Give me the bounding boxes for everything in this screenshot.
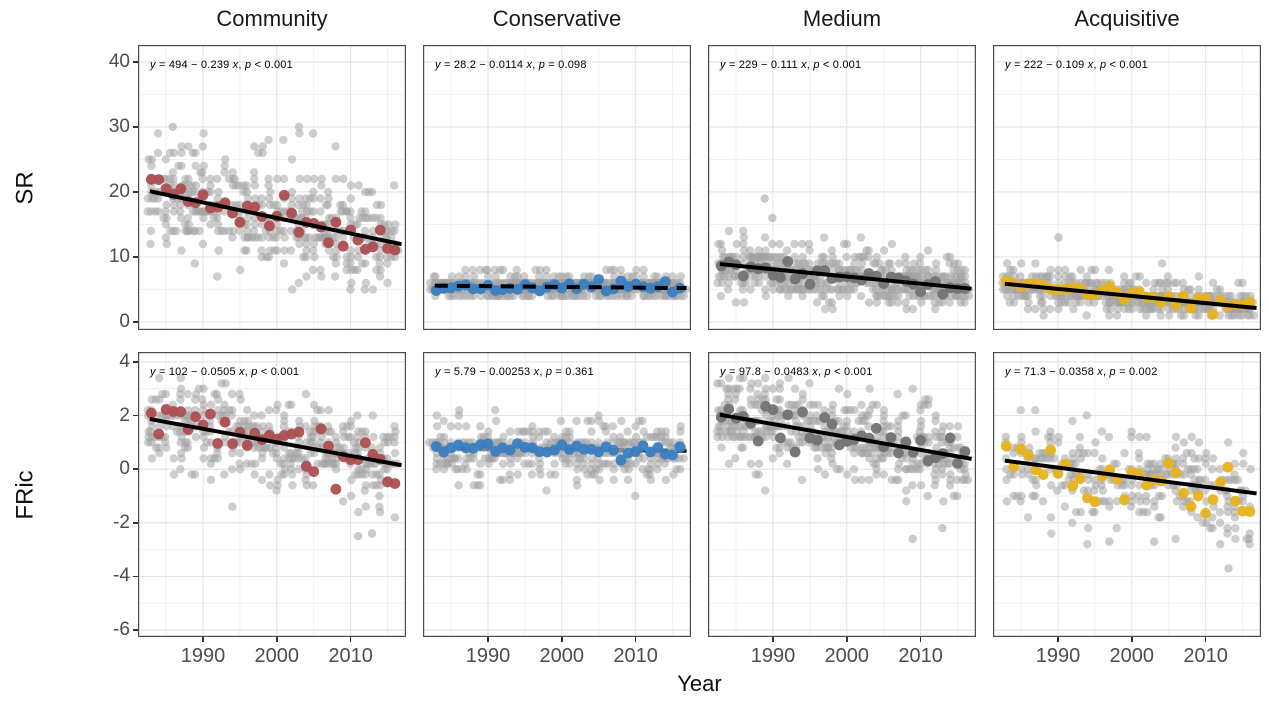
highlight-points <box>1000 440 1256 519</box>
x-tick-mark <box>634 637 637 642</box>
x-tick-mark <box>1204 637 1207 642</box>
x-tick-mark <box>276 637 278 642</box>
x-tick-label: 1990 <box>180 645 226 667</box>
x-tick-label: 1990 <box>465 645 511 667</box>
panel-svg <box>138 45 406 330</box>
x-tick-mark <box>919 637 922 642</box>
y-tick-label: 4 <box>119 350 130 372</box>
y-tick-label: -2 <box>113 511 130 533</box>
x-tick-label: 2010 <box>328 645 373 667</box>
facet-title-community: Community <box>216 6 328 31</box>
x-tick-label: 2010 <box>1183 645 1228 667</box>
highlight-points <box>430 438 686 466</box>
y-tick-mark <box>133 256 138 258</box>
x-tick-mark <box>561 637 563 642</box>
y-axis-title-sr-text: SR <box>12 170 39 205</box>
panel-SR-acquisitive <box>993 45 1261 330</box>
regression-line-solid <box>719 412 972 461</box>
panel-svg <box>993 352 1261 637</box>
x-tick-mark <box>1131 637 1133 642</box>
y-tick-mark <box>133 522 138 524</box>
equation-label-SR-community: y = 494 − 0.239 x, p < 0.001 <box>150 59 293 71</box>
panel-FRic-conservative <box>423 352 691 637</box>
panel-SR-medium <box>708 45 976 330</box>
panel-svg <box>708 45 976 330</box>
y-tick-mark <box>133 468 138 470</box>
y-tick-mark <box>133 191 138 193</box>
y-tick-label: -6 <box>113 619 130 641</box>
equation-label-FRic-conservative: y = 5.79 − 0.00253 x, p = 0.361 <box>435 366 594 378</box>
panel-svg <box>993 45 1261 330</box>
y-tick-mark <box>133 126 138 128</box>
y-axis-title-sr: SR <box>4 45 48 330</box>
panel-SR-community <box>138 45 406 330</box>
x-tick-mark <box>349 637 352 642</box>
facet-title-medium: Medium <box>802 6 882 31</box>
regression-line-solid <box>1004 458 1257 496</box>
equation-label-FRic-community: y = 102 − 0.0505 x, p < 0.001 <box>150 366 300 378</box>
grid-minor <box>423 352 691 637</box>
facet-title-acquisitive: Acquisitive <box>1074 6 1180 31</box>
y-tick-label: -4 <box>113 565 130 587</box>
equation-label-SR-medium: y = 229 − 0.111 x, p < 0.001 <box>720 59 862 71</box>
y-tick-label: 0 <box>119 458 130 480</box>
x-tick-label: 2000 <box>824 645 870 667</box>
x-tick-label: 1990 <box>1035 645 1081 667</box>
y-tick-label: 2 <box>119 404 130 426</box>
x-axis-title: Year <box>677 671 722 696</box>
panel-FRic-medium <box>708 352 976 637</box>
regression-line-solid <box>719 262 972 291</box>
regression-line-dashed <box>434 283 687 291</box>
equation-label-FRic-acquisitive: y = 71.3 − 0.0358 x, p = 0.002 <box>1005 366 1158 378</box>
y-tick-label: 40 <box>108 50 130 72</box>
y-tick-label: 0 <box>119 311 130 332</box>
facet-title-conservative: Conservative <box>492 6 622 31</box>
panel-FRic-community <box>138 352 406 637</box>
grid-major <box>708 45 976 330</box>
x-tick-mark <box>1057 637 1059 642</box>
panel-svg <box>423 352 691 637</box>
equation-label-FRic-medium: y = 97.8 − 0.0483 x, p < 0.001 <box>720 366 873 378</box>
y-tick-label: 20 <box>108 180 130 202</box>
x-tick-label: 2000 <box>539 645 585 667</box>
panel-svg <box>138 352 406 637</box>
x-tick-mark <box>772 637 774 642</box>
regression-line-solid <box>149 417 402 468</box>
panel-SR-conservative <box>423 45 691 330</box>
y-tick-mark <box>133 61 138 63</box>
x-tick-mark <box>846 637 848 642</box>
y-tick-mark <box>133 629 138 631</box>
y-tick-label: 10 <box>108 245 130 267</box>
y-axis-title-fric-text: FRic <box>12 469 40 520</box>
y-tick-mark <box>133 575 138 578</box>
x-tick-mark <box>202 637 204 642</box>
panel-FRic-acquisitive <box>993 352 1261 637</box>
y-tick-mark <box>133 361 138 363</box>
x-tick-mark <box>487 637 489 642</box>
regression-line-solid <box>1004 281 1257 310</box>
y-tick-mark <box>133 414 138 417</box>
y-tick-label: 30 <box>108 115 130 137</box>
x-tick-label: 2010 <box>898 645 943 667</box>
equation-label-SR-acquisitive: y = 222 − 0.109 x, p < 0.001 <box>1005 59 1148 71</box>
y-tick-mark <box>133 321 138 323</box>
x-tick-label: 2000 <box>1109 645 1155 667</box>
x-tick-label: 1990 <box>750 645 796 667</box>
x-tick-label: 2000 <box>254 645 300 667</box>
panel-svg <box>423 45 691 330</box>
y-axis-title-fric: FRic <box>4 352 48 637</box>
panel-svg <box>708 352 976 637</box>
regression-line-solid <box>149 189 402 247</box>
x-tick-label: 2010 <box>613 645 658 667</box>
equation-label-SR-conservative: y = 28.2 − 0.0114 x, p = 0.098 <box>435 59 587 71</box>
